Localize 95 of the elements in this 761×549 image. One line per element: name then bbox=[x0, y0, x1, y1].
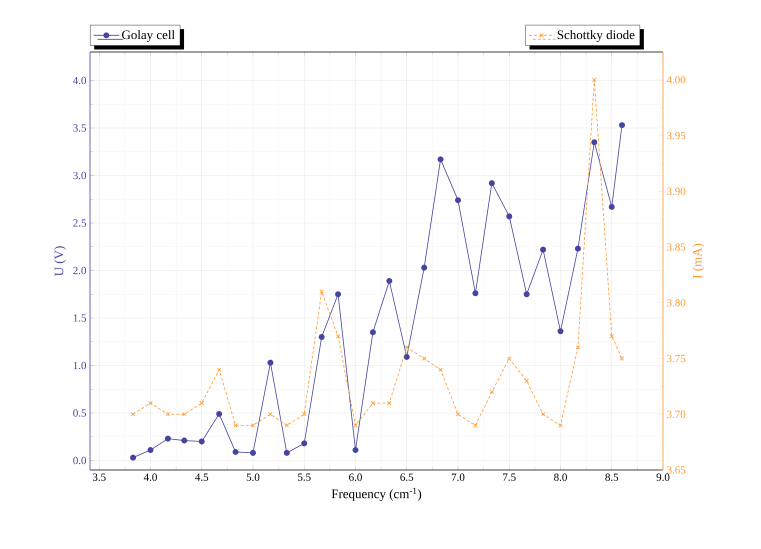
point bbox=[438, 367, 443, 372]
point bbox=[335, 291, 342, 298]
line-series bbox=[130, 78, 624, 428]
point bbox=[404, 345, 409, 350]
point bbox=[148, 400, 153, 406]
point bbox=[610, 334, 614, 338]
x-tick-label: 8.0 bbox=[554, 474, 567, 481]
point bbox=[507, 356, 512, 361]
y2-tick-label: 4.00 bbox=[666, 76, 686, 84]
point bbox=[574, 246, 581, 252]
point bbox=[455, 197, 461, 204]
x-tick-label: 5.0 bbox=[246, 474, 260, 481]
y-tick-label: 0.0 bbox=[73, 456, 86, 464]
point bbox=[216, 367, 222, 372]
point bbox=[164, 436, 171, 442]
x-tick-label: 6.0 bbox=[349, 474, 362, 481]
y-tick-label: 2.5 bbox=[73, 219, 86, 227]
point bbox=[318, 334, 325, 340]
point bbox=[166, 412, 170, 416]
point bbox=[301, 440, 308, 446]
point bbox=[490, 390, 494, 394]
point bbox=[404, 354, 410, 360]
x-tick-label: 7.0 bbox=[452, 474, 464, 481]
point bbox=[268, 412, 273, 416]
point bbox=[370, 329, 376, 336]
point bbox=[319, 289, 324, 294]
point bbox=[506, 213, 512, 220]
point bbox=[130, 412, 136, 416]
point bbox=[250, 423, 256, 428]
point bbox=[284, 423, 290, 428]
point bbox=[386, 278, 392, 284]
y-tick-label: 2.0 bbox=[73, 266, 86, 274]
point bbox=[488, 180, 495, 186]
x-tick-label: 5.5 bbox=[298, 474, 311, 481]
y-tick-label: 0.5 bbox=[73, 409, 86, 417]
point bbox=[558, 423, 563, 428]
x-tick-label: 9.0 bbox=[656, 474, 670, 481]
y2-tick-label: 3.70 bbox=[667, 410, 686, 418]
point bbox=[198, 438, 205, 444]
point bbox=[558, 328, 564, 334]
point bbox=[422, 356, 426, 361]
point bbox=[620, 356, 624, 361]
x-tick-label: 4.0 bbox=[144, 474, 157, 481]
point bbox=[619, 122, 625, 128]
y2-tick-label: 3.80 bbox=[667, 299, 686, 307]
point bbox=[147, 447, 154, 454]
point bbox=[182, 412, 187, 416]
x-tick-label: 3.5 bbox=[92, 474, 106, 481]
y-tick-label: 4.0 bbox=[73, 76, 86, 84]
point bbox=[524, 378, 529, 384]
point bbox=[353, 423, 358, 428]
point bbox=[216, 410, 222, 417]
point bbox=[524, 291, 530, 298]
point bbox=[608, 204, 615, 210]
point bbox=[540, 246, 546, 253]
point bbox=[232, 448, 239, 455]
point bbox=[336, 334, 340, 338]
y2-tick-label: 3.65 bbox=[667, 466, 686, 474]
x-tick-label: 8.5 bbox=[605, 474, 618, 481]
point bbox=[302, 412, 306, 416]
y-tick-label: 3.0 bbox=[73, 172, 86, 180]
point bbox=[250, 450, 256, 456]
point bbox=[200, 400, 204, 406]
point bbox=[472, 290, 478, 296]
x-tick-label: 6.5 bbox=[400, 474, 414, 481]
point bbox=[438, 156, 444, 162]
y2-tick-label: 3.95 bbox=[667, 132, 686, 140]
y2-axis-title: I (mA) bbox=[692, 244, 704, 278]
y-tick-label: 3.5 bbox=[73, 124, 86, 132]
point bbox=[387, 400, 392, 406]
point bbox=[576, 345, 580, 350]
point bbox=[233, 423, 238, 428]
point bbox=[284, 450, 290, 456]
x-axis-title: Frequency (cm$^{-1}$) bbox=[332, 488, 422, 501]
point bbox=[473, 423, 478, 428]
point bbox=[592, 78, 597, 82]
y2-tick-label: 3.90 bbox=[667, 188, 686, 196]
point bbox=[456, 412, 460, 416]
y-axis-title: U (V) bbox=[54, 246, 66, 276]
point bbox=[370, 400, 376, 406]
point bbox=[421, 264, 428, 271]
point bbox=[130, 454, 136, 461]
legend-label: Schottky diode bbox=[558, 30, 634, 42]
y-tick-label: 1.5 bbox=[74, 314, 86, 322]
point bbox=[591, 139, 598, 146]
y2-tick-label: 3.75 bbox=[667, 354, 686, 362]
x-tick-label: 7.5 bbox=[503, 474, 516, 481]
point bbox=[540, 412, 546, 416]
point bbox=[181, 438, 188, 444]
y-tick-label: 1.0 bbox=[74, 362, 86, 370]
x-tick-label: 4.5 bbox=[195, 474, 208, 481]
point bbox=[352, 447, 358, 454]
point bbox=[267, 360, 274, 366]
y2-tick-label: 3.85 bbox=[667, 243, 686, 251]
legend-label: Golay cell bbox=[122, 30, 175, 42]
